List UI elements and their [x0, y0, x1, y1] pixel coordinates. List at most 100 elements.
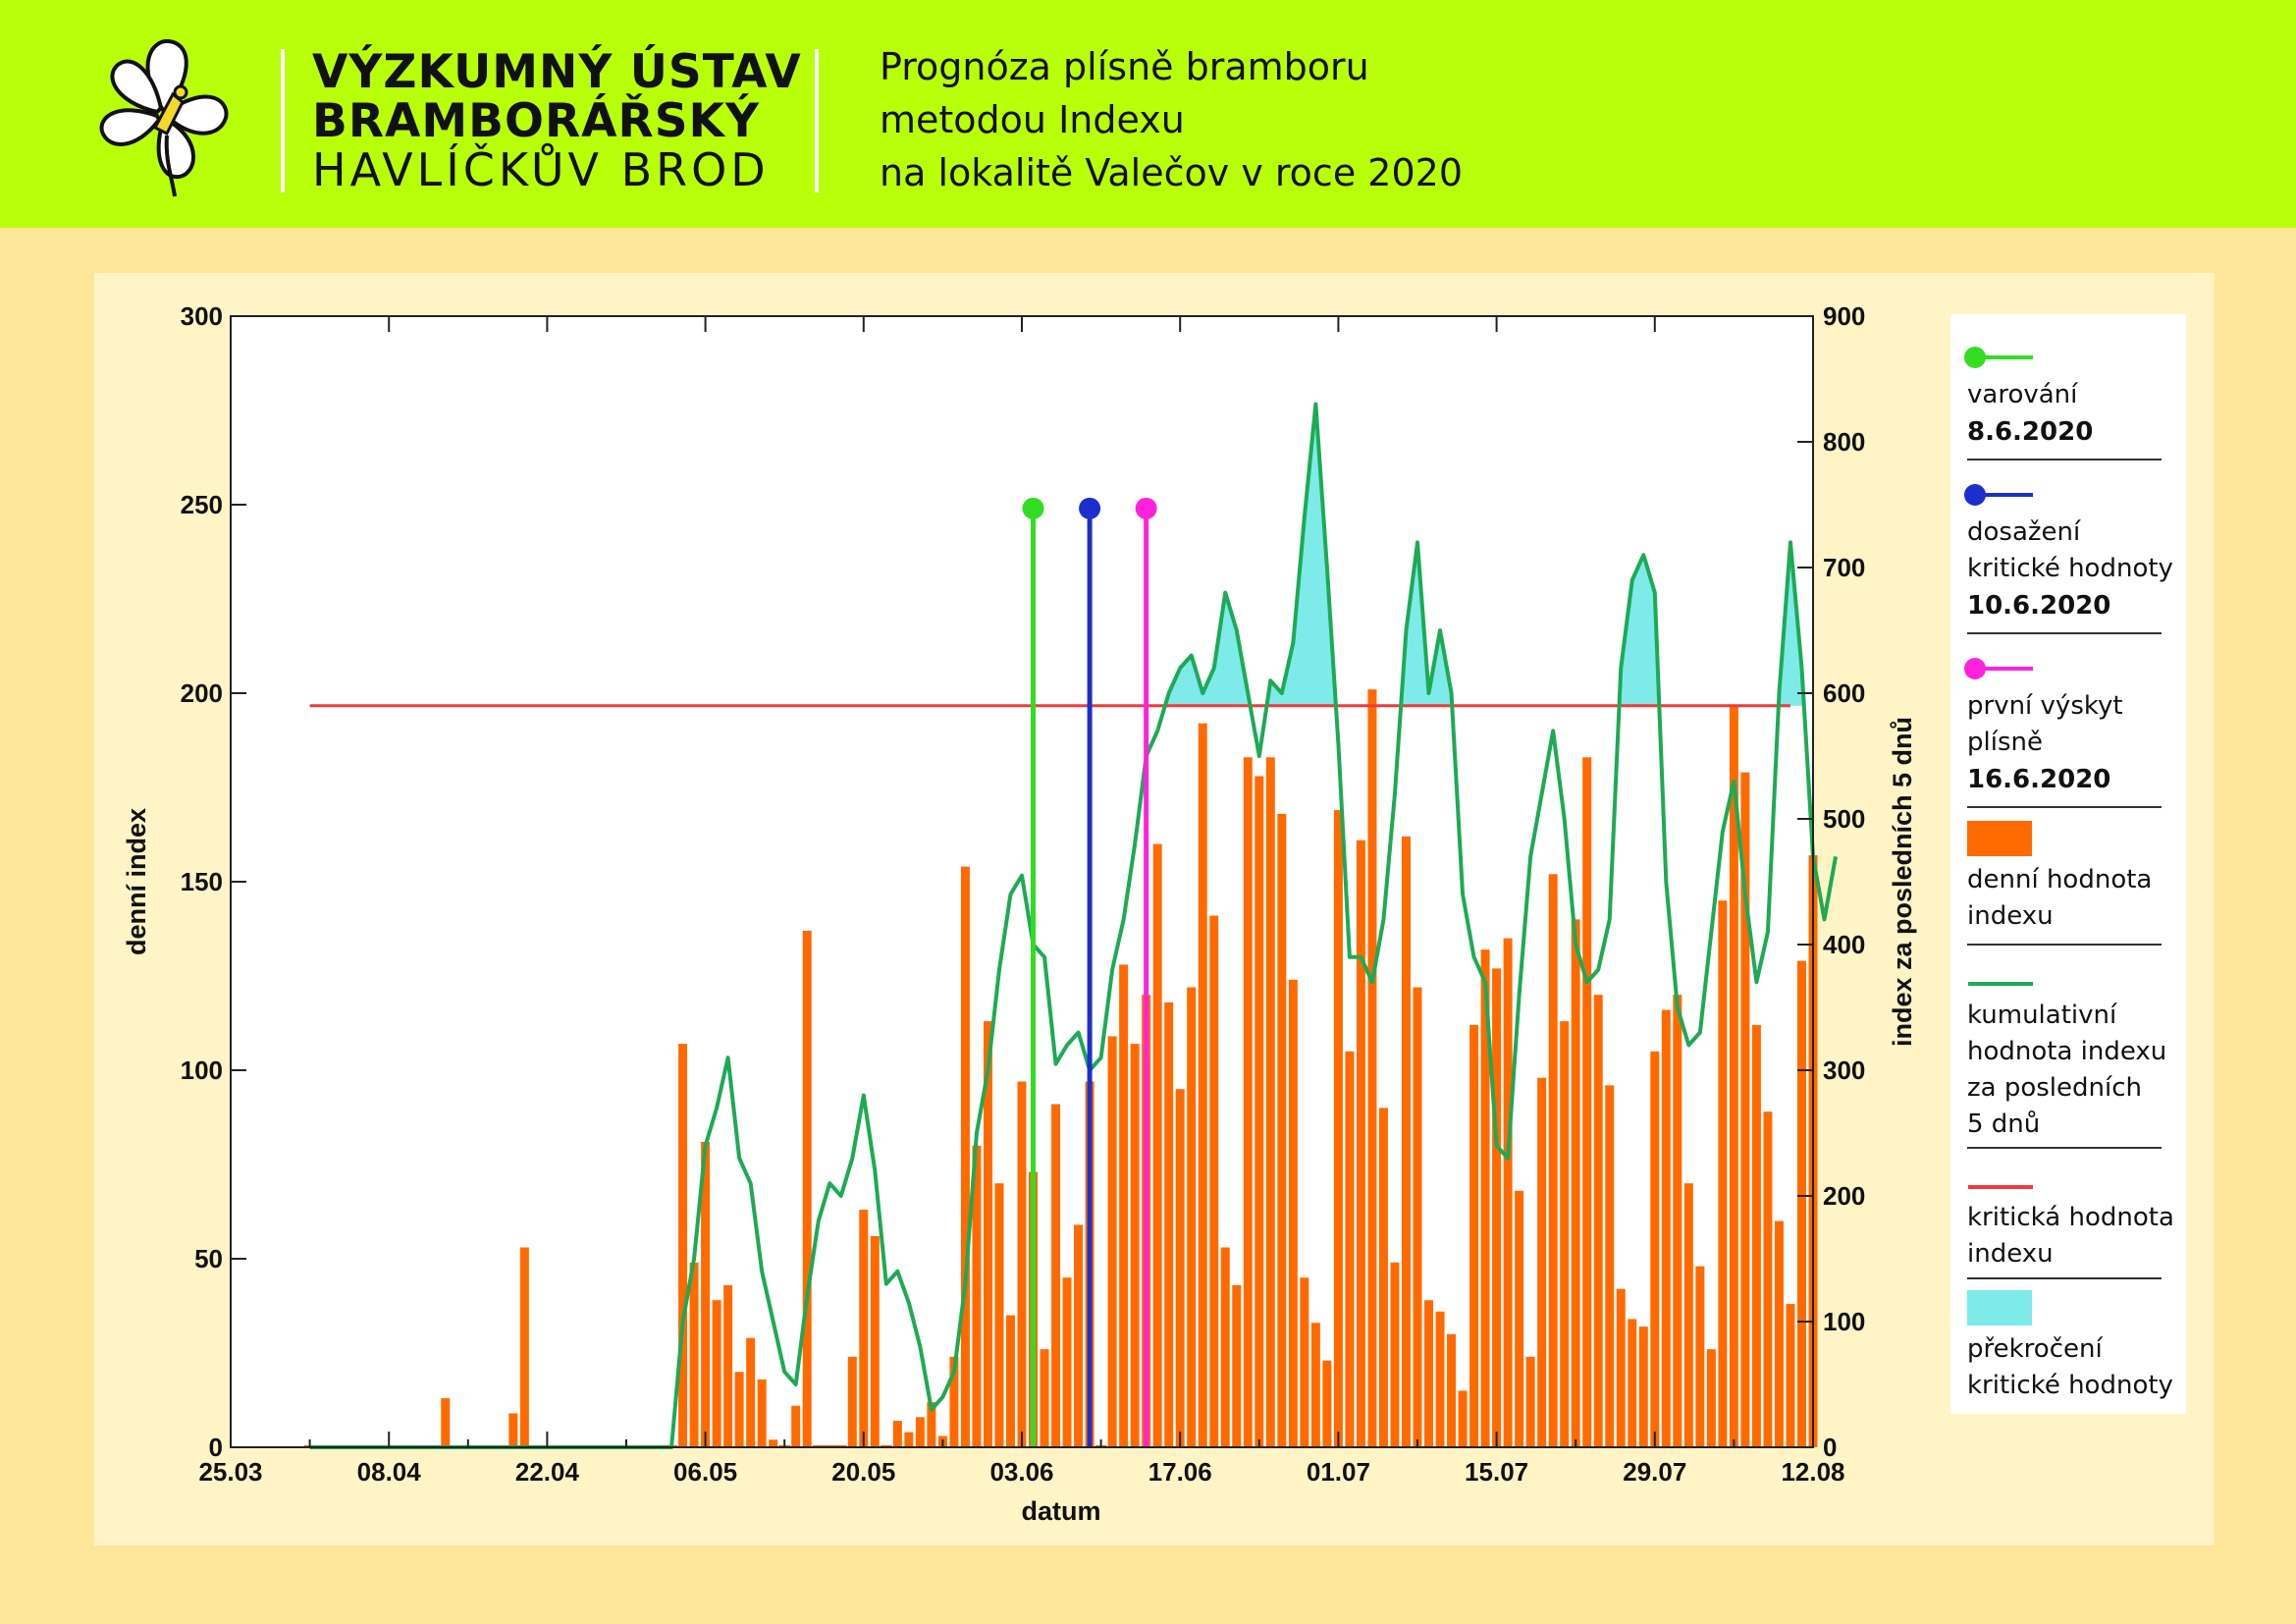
daily-bar: [519, 1247, 529, 1447]
daily-bar: [1288, 979, 1298, 1447]
daily-bar: [1458, 1390, 1468, 1447]
daily-bar: [870, 1235, 880, 1447]
x-tick-label: 08.04: [357, 1457, 422, 1487]
legend-warning-line: [1968, 355, 2033, 359]
daily-bar: [1661, 1009, 1671, 1447]
exceedance-area: [1164, 592, 1251, 706]
daily-bar: [904, 1432, 914, 1447]
daily-bar: [1729, 704, 1738, 1447]
daily-bar: [1378, 1108, 1388, 1447]
daily-bar: [1628, 1319, 1637, 1447]
daily-bar: [1265, 757, 1275, 1447]
daily-bar: [1695, 1266, 1705, 1447]
daily-bar: [746, 1337, 756, 1447]
legend-cumulative-line: [1968, 982, 2033, 986]
x-tick-label: 25.03: [198, 1457, 262, 1487]
daily-bar: [1356, 839, 1365, 1447]
header-divider-left: [281, 49, 285, 192]
daily-bar: [847, 1356, 857, 1447]
daily-bar: [1424, 1300, 1434, 1447]
daily-bar: [1198, 723, 1207, 1447]
daily-bar: [1152, 843, 1162, 1447]
daily-bar: [1740, 772, 1750, 1447]
y2-tick-label: 500: [1823, 804, 1865, 834]
x-axis-title: datum: [1022, 1496, 1101, 1526]
warning-marker-dot: [1022, 497, 1044, 519]
daily-bar: [960, 866, 970, 1447]
daily-bar: [1706, 1349, 1716, 1447]
chart-panel: 0 50 100 150 200 250 300 0 100 200 300 400 500 600 700…: [94, 273, 2215, 1545]
y2-tick-label: 400: [1823, 930, 1865, 959]
daily-bar: [1255, 776, 1264, 1447]
daily-bar: [1673, 995, 1682, 1447]
daily-bar: [757, 1379, 767, 1447]
y-tick-label: 100: [181, 1056, 223, 1085]
x-tick-label: 01.07: [1307, 1457, 1370, 1487]
daily-bar: [723, 1284, 733, 1447]
daily-bar: [1074, 1224, 1084, 1447]
legend-critical-line: [1968, 1185, 2033, 1189]
legend-critical-reached-dot: [1964, 484, 1986, 506]
y-axis-title: denní index: [122, 808, 151, 955]
legend-warning-dot: [1964, 347, 1986, 368]
legend-cumulative-label3: za posledních: [1967, 1073, 2143, 1103]
daily-bar: [802, 930, 812, 1447]
y2-tick-label: 300: [1823, 1056, 1865, 1085]
daily-bar: [1605, 1085, 1615, 1447]
daily-bar: [983, 1021, 992, 1447]
daily-bar: [859, 1210, 869, 1447]
y-tick-label: 150: [181, 867, 223, 896]
daily-bar: [1593, 995, 1603, 1447]
header-divider-right: [815, 49, 819, 192]
legend-daily-label1: denní hodnota: [1967, 865, 2153, 894]
daily-bar: [949, 1356, 959, 1447]
daily-bar: [1277, 813, 1287, 1447]
x-tick-label: 12.08: [1781, 1457, 1844, 1487]
x-tick-label: 17.06: [1148, 1457, 1212, 1487]
critical-reached-marker-dot: [1079, 497, 1101, 519]
y-tick-label: 250: [181, 490, 223, 519]
y2-tick-label: 700: [1823, 553, 1865, 582]
institute-city: HAVLÍČKŮV BROD: [312, 143, 770, 196]
legend-divider: [1967, 459, 2162, 460]
first-occurrence-marker-dot: [1135, 497, 1157, 519]
daily-bar: [1616, 1288, 1626, 1447]
legend-warning-date: 8.6.2020: [1967, 417, 2094, 447]
daily-bar: [1492, 968, 1502, 1447]
daily-bar: [1548, 874, 1558, 1447]
legend-warning-label: varování: [1967, 380, 2078, 409]
daily-bar: [1209, 915, 1219, 1447]
legend-critical-reached-label1: dosažení: [1967, 517, 2081, 547]
daily-bar: [1786, 1304, 1795, 1447]
daily-bar: [1774, 1220, 1784, 1447]
daily-bar: [1367, 689, 1377, 1447]
legend-first-occurrence-line: [1968, 667, 2033, 671]
y-tick-label: 50: [194, 1244, 223, 1273]
y-tick-label: 0: [209, 1433, 223, 1462]
legend-critical-reached-date: 10.6.2020: [1967, 591, 2111, 621]
y2-tick-label: 600: [1823, 678, 1865, 708]
daily-bar: [1107, 1036, 1117, 1447]
legend-daily-label2: indexu: [1967, 901, 2054, 931]
institute-name-line1: VÝZKUMNÝ ÚSTAV: [312, 45, 802, 99]
daily-bar: [1503, 938, 1513, 1447]
daily-bar: [791, 1405, 801, 1447]
daily-bar: [927, 1401, 936, 1447]
legend-cumulative-label2: hodnota indexu: [1967, 1037, 2167, 1066]
x-tick-label: 22.04: [515, 1457, 580, 1487]
daily-bar: [769, 1439, 778, 1447]
legend-daily-swatch: [1967, 821, 2032, 856]
institute-name-line2: BRAMBORÁŘSKÝ: [312, 94, 760, 148]
daily-bar: [892, 1421, 902, 1447]
legend-cumulative-label4: 5 dnů: [1967, 1110, 2041, 1139]
daily-bar: [1017, 1081, 1027, 1447]
y2-tick-label: 100: [1823, 1307, 1865, 1336]
daily-bar: [1345, 1051, 1355, 1447]
daily-bar: [1683, 1183, 1693, 1447]
legend-exceed-swatch: [1967, 1290, 2032, 1326]
x-tick-label: 20.05: [831, 1457, 895, 1487]
legend-first-occurrence-dot: [1964, 658, 1986, 679]
daily-bar: [1062, 1277, 1072, 1447]
daily-bar: [1751, 1024, 1761, 1447]
legend-cumulative-label1: kumulativní: [1967, 1001, 2117, 1030]
